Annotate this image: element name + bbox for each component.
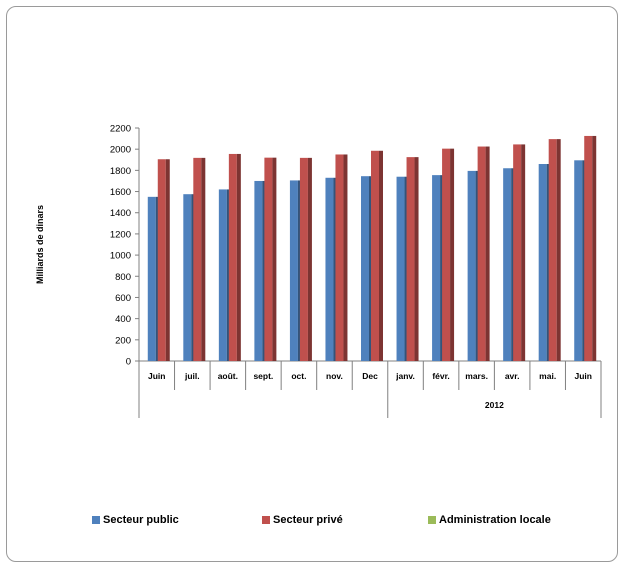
y-tick-label: 1600 <box>110 187 131 198</box>
legend-swatch-public <box>92 516 100 524</box>
bar-0-8 <box>432 175 441 361</box>
bar-side-1-6 <box>379 150 383 361</box>
bar-side-1-5 <box>343 154 348 361</box>
bar-1-8 <box>442 148 451 361</box>
bar-0-9 <box>467 170 476 361</box>
legend: Secteur public Secteur privé Administrat… <box>0 514 621 530</box>
x-group-label: 2012 <box>485 400 504 410</box>
legend-label-prive: Secteur privé <box>273 514 343 526</box>
legend-item-admin: Administration locale <box>428 514 551 526</box>
y-axis-label: Milliards de dinars <box>35 205 45 284</box>
bar-0-5 <box>325 177 334 361</box>
bar-1-6 <box>371 150 379 361</box>
bar-0-3 <box>254 180 263 361</box>
bar-0-7 <box>396 176 405 361</box>
x-tick-label: févr. <box>432 371 450 381</box>
x-tick-label: oct. <box>291 371 306 381</box>
bar-1-5 <box>335 154 344 361</box>
bar-side-1-7 <box>414 157 419 361</box>
bar-side-1-10 <box>521 144 526 361</box>
y-tick-label: 0 <box>126 357 131 368</box>
legend-label-public: Secteur public <box>103 514 179 526</box>
y-tick-label: 1400 <box>110 208 131 219</box>
bar-0-11 <box>538 164 547 361</box>
bar-1-3 <box>264 157 273 361</box>
y-tick-label: 2000 <box>110 145 131 156</box>
x-tick-label: mars. <box>465 371 488 381</box>
legend-swatch-admin <box>428 516 436 524</box>
legend-swatch-prive <box>262 516 270 524</box>
y-tick-label: 1800 <box>110 166 131 177</box>
x-tick-label: avr. <box>505 371 520 381</box>
y-tick-label: 600 <box>115 293 131 304</box>
legend-label-admin: Administration locale <box>439 514 551 526</box>
bar-0-12 <box>574 160 583 361</box>
y-tick-label: 200 <box>115 335 131 346</box>
bar-0-1 <box>183 194 192 361</box>
bar-0-6 <box>361 176 369 361</box>
bar-0-2 <box>218 189 227 361</box>
bar-side-0-10 <box>511 168 516 361</box>
bar-0-4 <box>289 180 298 361</box>
bar-0-10 <box>503 168 512 361</box>
x-tick-label: juil. <box>184 371 200 381</box>
bar-1-10 <box>513 144 522 361</box>
bar-1-9 <box>477 146 486 361</box>
bar-side-1-8 <box>450 148 455 361</box>
bar-1-0 <box>157 159 166 361</box>
bar-side-1-1 <box>201 157 206 361</box>
bar-side-1-3 <box>272 157 277 361</box>
legend-item-prive: Secteur privé <box>262 514 343 526</box>
x-tick-label: sept. <box>253 371 273 381</box>
bar-1-1 <box>193 157 202 361</box>
bar-1-7 <box>406 157 415 361</box>
x-tick-label: Juin <box>148 371 165 381</box>
y-tick-label: 800 <box>115 272 131 283</box>
bar-0-0 <box>147 196 156 361</box>
bar-side-1-4 <box>307 157 312 361</box>
bar-side-1-11 <box>556 139 561 361</box>
y-tick-label: 2200 <box>110 124 131 135</box>
y-tick-label: 400 <box>115 314 131 325</box>
x-tick-label: janv. <box>395 371 415 381</box>
bar-1-11 <box>548 139 557 361</box>
bar-side-1-9 <box>485 146 490 361</box>
legend-item-public: Secteur public <box>92 514 179 526</box>
bar-side-1-12 <box>592 135 597 361</box>
bar-1-4 <box>299 157 308 361</box>
x-tick-label: nov. <box>326 371 343 381</box>
bar-1-12 <box>584 135 593 361</box>
x-tick-label: août. <box>218 371 238 381</box>
bar-side-1-0 <box>165 159 170 361</box>
x-tick-label: Dec <box>362 371 378 381</box>
bar-side-1-2 <box>236 153 241 361</box>
x-tick-label: mai. <box>539 371 556 381</box>
y-tick-label: 1000 <box>110 251 131 262</box>
y-tick-label: 1200 <box>110 229 131 240</box>
x-tick-label: Juin <box>574 371 591 381</box>
bar-1-2 <box>228 153 237 361</box>
